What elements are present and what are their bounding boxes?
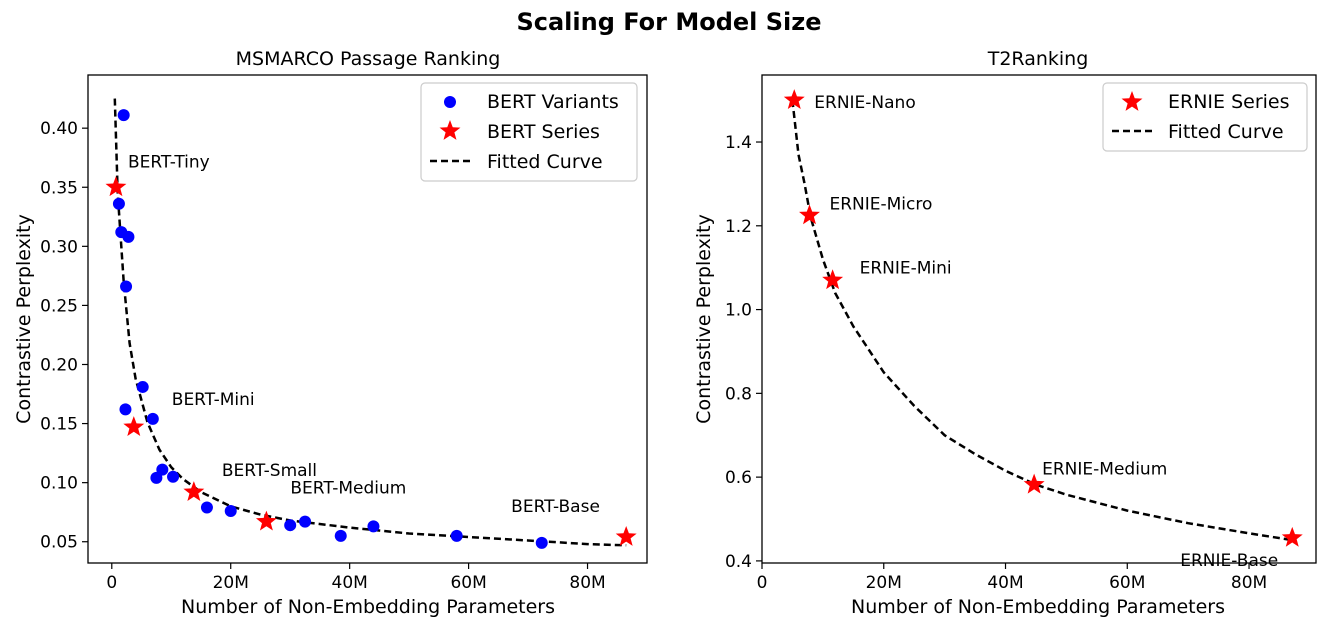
variant-point bbox=[120, 280, 133, 293]
series-star-point bbox=[822, 269, 844, 290]
point-annotation: BERT-Small bbox=[222, 461, 317, 481]
y-tick-label: 0.30 bbox=[40, 237, 78, 257]
point-annotation: ERNIE-Medium bbox=[1042, 460, 1167, 480]
series-star-point bbox=[615, 526, 637, 546]
x-tick-label: 60M bbox=[1109, 573, 1145, 593]
legend-label-bert-variants: BERT Variants bbox=[487, 91, 619, 113]
y-tick-label: 1.0 bbox=[725, 301, 752, 321]
legend-box bbox=[1102, 82, 1308, 152]
y-tick-label: 0.8 bbox=[725, 384, 752, 404]
variant-point bbox=[119, 403, 132, 416]
legend-box bbox=[420, 82, 638, 182]
point-annotation: BERT-Tiny bbox=[128, 152, 210, 172]
y-axis-label: Contrastive Perplexity bbox=[13, 214, 35, 424]
figure-title: Scaling For Model Size bbox=[516, 8, 821, 36]
series-star-point bbox=[799, 204, 820, 225]
legend: BERT Variants BERT Series Fitted Curve bbox=[420, 82, 638, 182]
x-tick-label: 80M bbox=[569, 573, 605, 593]
variant-point bbox=[167, 470, 180, 483]
legend-label-fitted-curve: Fitted Curve bbox=[487, 151, 603, 173]
panel-msmarco: MSMARCO Passage Ranking 0 20M 40M 60M 80M 0.0… bbox=[13, 48, 648, 618]
axes-frame bbox=[761, 74, 1317, 564]
x-tick-label: 0 bbox=[757, 573, 768, 593]
y-tick-label: 0.40 bbox=[40, 119, 78, 139]
y-tick-label: 0.35 bbox=[40, 178, 78, 198]
variant-point bbox=[334, 529, 347, 542]
y-axis-label: Contrastive Perplexity bbox=[693, 214, 715, 424]
legend-marker-bert-variants bbox=[444, 96, 456, 108]
x-tick-label: 60M bbox=[450, 573, 486, 593]
series-star-point bbox=[105, 176, 127, 197]
variant-point bbox=[156, 463, 169, 476]
point-annotation: ERNIE-Micro bbox=[829, 194, 932, 214]
legend-label-fitted-curve: Fitted Curve bbox=[1168, 121, 1284, 143]
y-tick-label: 1.2 bbox=[725, 217, 752, 237]
legend-label-bert-series: BERT Series bbox=[487, 121, 600, 143]
legend-marker-bert-series bbox=[439, 120, 461, 140]
y-tick-label: 0.6 bbox=[725, 468, 752, 488]
variant-point bbox=[200, 501, 213, 514]
variant-point bbox=[146, 412, 159, 425]
x-tick-label: 80M bbox=[1231, 573, 1267, 593]
point-annotation: BERT-Mini bbox=[172, 390, 255, 410]
x-tick-label: 40M bbox=[987, 573, 1023, 593]
series-star-point bbox=[783, 89, 805, 110]
variant-point bbox=[112, 197, 125, 210]
y-tick-label: 0.20 bbox=[40, 355, 78, 375]
point-annotation: ERNIE-Base bbox=[1180, 551, 1278, 571]
y-tick-label: 0.15 bbox=[40, 415, 78, 435]
x-tick-label: 20M bbox=[866, 573, 902, 593]
axes-frame bbox=[87, 74, 648, 564]
series-star-point bbox=[123, 416, 145, 437]
variant-point bbox=[150, 471, 163, 484]
fitted-curve-line bbox=[113, 98, 627, 547]
variant-point bbox=[284, 519, 297, 532]
y-tick-label: 0.10 bbox=[40, 474, 78, 494]
x-axis-label: Number of Non-Embedding Parameters bbox=[181, 596, 555, 618]
series-star-point bbox=[1023, 473, 1045, 494]
variant-point bbox=[136, 380, 149, 393]
variant-point bbox=[535, 536, 548, 549]
point-annotation: ERNIE-Nano bbox=[814, 93, 915, 113]
point-annotation: BERT-Base bbox=[511, 497, 600, 517]
plot-area: 0 20M 40M 60M 80M 0.05 0.10 0.15 0.20 0.25 0.30 0.3… bbox=[40, 98, 637, 593]
point-annotation: ERNIE-Mini bbox=[860, 258, 952, 278]
y-tick-label: 0.25 bbox=[40, 296, 78, 316]
legend-marker-ernie-series bbox=[1121, 91, 1143, 111]
x-axis-label: Number of Non-Embedding Parameters bbox=[851, 596, 1225, 618]
point-annotation: BERT-Medium bbox=[290, 479, 406, 499]
variant-point bbox=[117, 109, 130, 122]
panel-title: MSMARCO Passage Ranking bbox=[236, 48, 501, 70]
panel-title: T2Ranking bbox=[987, 48, 1089, 70]
panel-t2ranking: T2Ranking 0 20M 40M 60M 80M 0.4 0.6 0.8 1.0 1.2 1.… bbox=[693, 48, 1317, 618]
series-star-point bbox=[1281, 526, 1303, 547]
x-tick-label: 0 bbox=[106, 573, 117, 593]
variant-point bbox=[367, 520, 380, 533]
legend: ERNIE Series Fitted Curve bbox=[1102, 82, 1308, 152]
y-tick-label: 0.4 bbox=[725, 552, 752, 572]
variant-point bbox=[450, 529, 463, 542]
series-star-point bbox=[183, 481, 205, 501]
variant-point bbox=[122, 230, 135, 243]
legend-label-ernie-series: ERNIE Series bbox=[1168, 91, 1290, 113]
series-star-point bbox=[255, 510, 277, 531]
plot-area: 0 20M 40M 60M 80M 0.4 0.6 0.8 1.0 1.2 1.4 ERNIE-Nan… bbox=[725, 89, 1303, 593]
x-tick-label: 40M bbox=[332, 573, 368, 593]
variant-point bbox=[299, 515, 312, 528]
variant-point bbox=[224, 505, 237, 518]
y-tick-label: 0.05 bbox=[40, 533, 78, 553]
x-tick-label: 20M bbox=[213, 573, 249, 593]
y-tick-label: 1.4 bbox=[725, 133, 752, 153]
